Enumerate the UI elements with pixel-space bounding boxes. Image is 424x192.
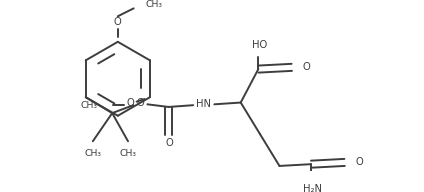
Text: O: O	[114, 17, 122, 27]
Text: CH₃: CH₃	[80, 101, 97, 110]
Text: HN: HN	[196, 99, 211, 109]
Text: O: O	[355, 157, 363, 167]
Text: H₂N: H₂N	[304, 184, 322, 192]
Text: CH₃: CH₃	[84, 149, 101, 158]
Text: O: O	[165, 138, 173, 148]
Text: CH₃: CH₃	[146, 0, 163, 9]
Text: O: O	[302, 62, 310, 72]
Text: O: O	[137, 98, 144, 108]
Text: CH₃: CH₃	[120, 149, 137, 158]
Text: O: O	[127, 98, 134, 108]
Text: HO: HO	[252, 40, 268, 50]
